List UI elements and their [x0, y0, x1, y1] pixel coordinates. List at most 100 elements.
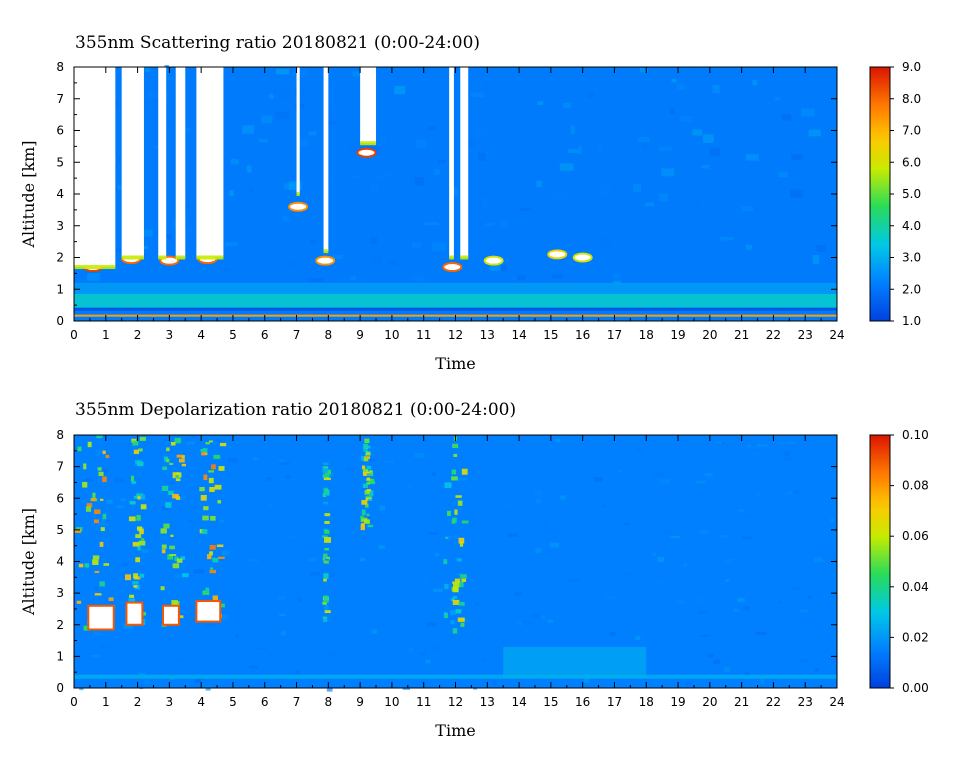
depol-cell — [93, 519, 99, 524]
heatmap-cell — [94, 587, 98, 591]
heatmap-cell — [777, 441, 787, 445]
depol-cell — [459, 541, 464, 547]
depol-cell — [108, 597, 114, 601]
heatmap-cell — [612, 274, 620, 279]
heatmap-cell — [286, 535, 297, 538]
heatmap-cell — [814, 557, 823, 562]
x-axis: 0 1 2 3 4 5 6 7 8 9 10 11 12 13 14 15 16 17 18 19 20 21 22 23 24… — [70, 435, 845, 740]
heatmap-cell — [427, 532, 438, 535]
depol-cell — [211, 464, 216, 470]
depol-cell — [210, 515, 216, 521]
heatmap-cell — [285, 475, 291, 479]
depol-cell — [165, 502, 172, 508]
heatmap-cell — [560, 495, 566, 500]
heatmap-cell — [379, 134, 387, 144]
depol-cell — [208, 440, 213, 443]
depol-cell — [367, 524, 373, 528]
depol-cell — [368, 481, 376, 485]
heatmap-cell — [492, 680, 498, 686]
x-tick-label: 15 — [543, 328, 558, 342]
heatmap-cell — [371, 629, 378, 634]
heatmap-cell — [174, 574, 183, 579]
heatmap-cell — [100, 497, 111, 500]
heatmap-cell — [294, 670, 300, 675]
heatmap-cell — [801, 108, 815, 117]
heatmap-cell — [791, 586, 800, 590]
depol-cell — [174, 556, 179, 562]
depol-cell — [452, 443, 459, 449]
x-tick-label: 7 — [293, 328, 301, 342]
depol-cell — [176, 558, 183, 563]
heatmap-cell — [760, 679, 764, 685]
depol-cell — [366, 477, 371, 481]
depol-cell — [323, 489, 330, 496]
heatmap-cell — [219, 520, 225, 523]
heatmap-cell — [812, 254, 820, 264]
heatmap-cell — [587, 92, 595, 98]
heatmap-cell — [577, 145, 583, 154]
depol-cell — [205, 587, 210, 593]
cloud-base-edge — [121, 255, 144, 260]
depol-cell — [171, 600, 178, 606]
depol-cell — [136, 515, 141, 521]
depol-cell — [168, 490, 174, 496]
depol-cell — [366, 481, 370, 485]
depol-cell — [205, 442, 210, 445]
heatmap-cell — [95, 449, 106, 454]
heatmap-cell — [478, 484, 487, 489]
no-data-band — [449, 67, 454, 258]
heatmap-cell — [721, 441, 726, 444]
x-tick-label: 12 — [448, 328, 463, 342]
depol-cell — [447, 510, 451, 516]
depol-cell — [366, 470, 370, 473]
boundary-layer-upper — [74, 282, 837, 295]
no-data-band — [121, 67, 144, 258]
x-tick-label: 13 — [480, 695, 495, 709]
heatmap-cell — [698, 610, 709, 614]
colorbar-label: 9.0 — [902, 60, 921, 74]
heatmap-cell — [815, 668, 820, 672]
heatmap-cell — [388, 260, 398, 266]
heatmap-cell — [507, 624, 517, 630]
heatmap-cell — [623, 571, 630, 575]
heatmap-cell — [781, 114, 792, 121]
depol-cell — [136, 526, 143, 531]
heatmap-cell — [753, 452, 765, 456]
cloud-base-edge — [74, 265, 116, 270]
heatmap-cell — [145, 442, 154, 446]
depol-cell — [78, 563, 84, 568]
heatmap-cell — [98, 522, 109, 526]
heatmap-cell — [138, 672, 146, 677]
depol-cell — [182, 573, 189, 578]
heatmap-cell — [415, 139, 427, 148]
heatmap-cell — [720, 535, 730, 538]
depol-cell — [180, 556, 186, 560]
heatmap-cell — [700, 530, 709, 534]
colorbar-label: 5.0 — [902, 187, 921, 201]
heatmap-cell — [728, 558, 737, 561]
depol-cell — [452, 581, 458, 584]
depol-cell — [160, 528, 167, 534]
y-tick-label: 4 — [56, 555, 64, 569]
heatmap-cell — [327, 120, 336, 125]
depol-cell — [201, 452, 207, 456]
heatmap-cell — [670, 535, 680, 539]
y-tick-label: 1 — [56, 282, 64, 296]
depol-cell — [366, 473, 371, 476]
heatmap-cell — [568, 578, 579, 582]
heatmap-cell — [601, 505, 606, 508]
heatmap-cell — [568, 148, 581, 153]
x-tick-label: 5 — [229, 328, 237, 342]
x-tick-label: 4 — [197, 695, 205, 709]
depol-cell — [214, 484, 222, 490]
heatmap-cell — [438, 159, 446, 164]
depol-cell — [456, 558, 462, 562]
heatmap-cell — [547, 619, 554, 623]
depol-cell — [176, 454, 184, 458]
no-data-band — [323, 67, 329, 252]
heatmap-cell — [658, 146, 673, 151]
depol-cell — [178, 615, 184, 619]
heatmap-cell — [757, 443, 768, 448]
heatmap-cell — [830, 671, 837, 675]
y-tick-label: 5 — [56, 155, 64, 169]
